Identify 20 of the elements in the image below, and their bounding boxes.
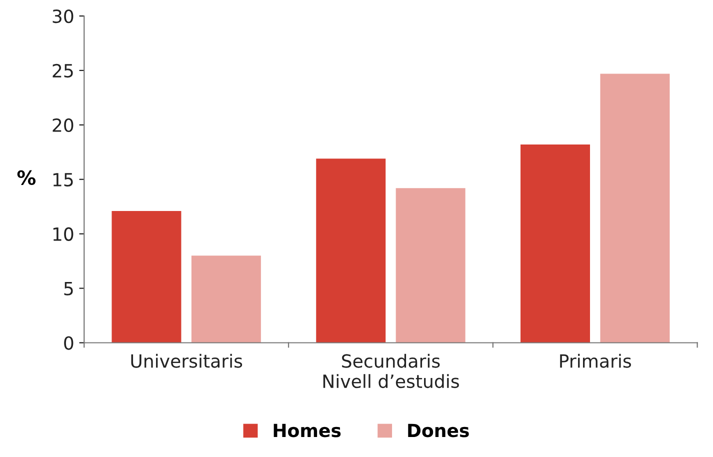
y-tick-label: 30 xyxy=(52,9,74,24)
legend-label: Dones xyxy=(408,424,469,438)
y-tick-label: 15 xyxy=(53,173,73,186)
y-axis-title: % xyxy=(17,170,36,186)
x-tick-label: Primaris xyxy=(560,354,631,368)
bar xyxy=(600,74,670,343)
y-tick-label: 25 xyxy=(52,64,73,78)
y-tick-label: 20 xyxy=(52,118,74,132)
y-tick-label: 0 xyxy=(64,336,74,350)
x-tick-label: Universitaris xyxy=(131,354,242,368)
bar xyxy=(396,188,466,343)
y-tick-label: 5 xyxy=(64,282,73,296)
bar xyxy=(191,256,261,343)
x-axis-title: Nivell d’estudis xyxy=(323,374,459,388)
bar xyxy=(112,210,182,343)
bar xyxy=(316,158,386,343)
y-tick-label: 10 xyxy=(53,227,74,241)
x-tick-label: Secundaris xyxy=(342,354,440,368)
legend-label: Homes xyxy=(274,424,341,438)
bar xyxy=(520,144,590,343)
